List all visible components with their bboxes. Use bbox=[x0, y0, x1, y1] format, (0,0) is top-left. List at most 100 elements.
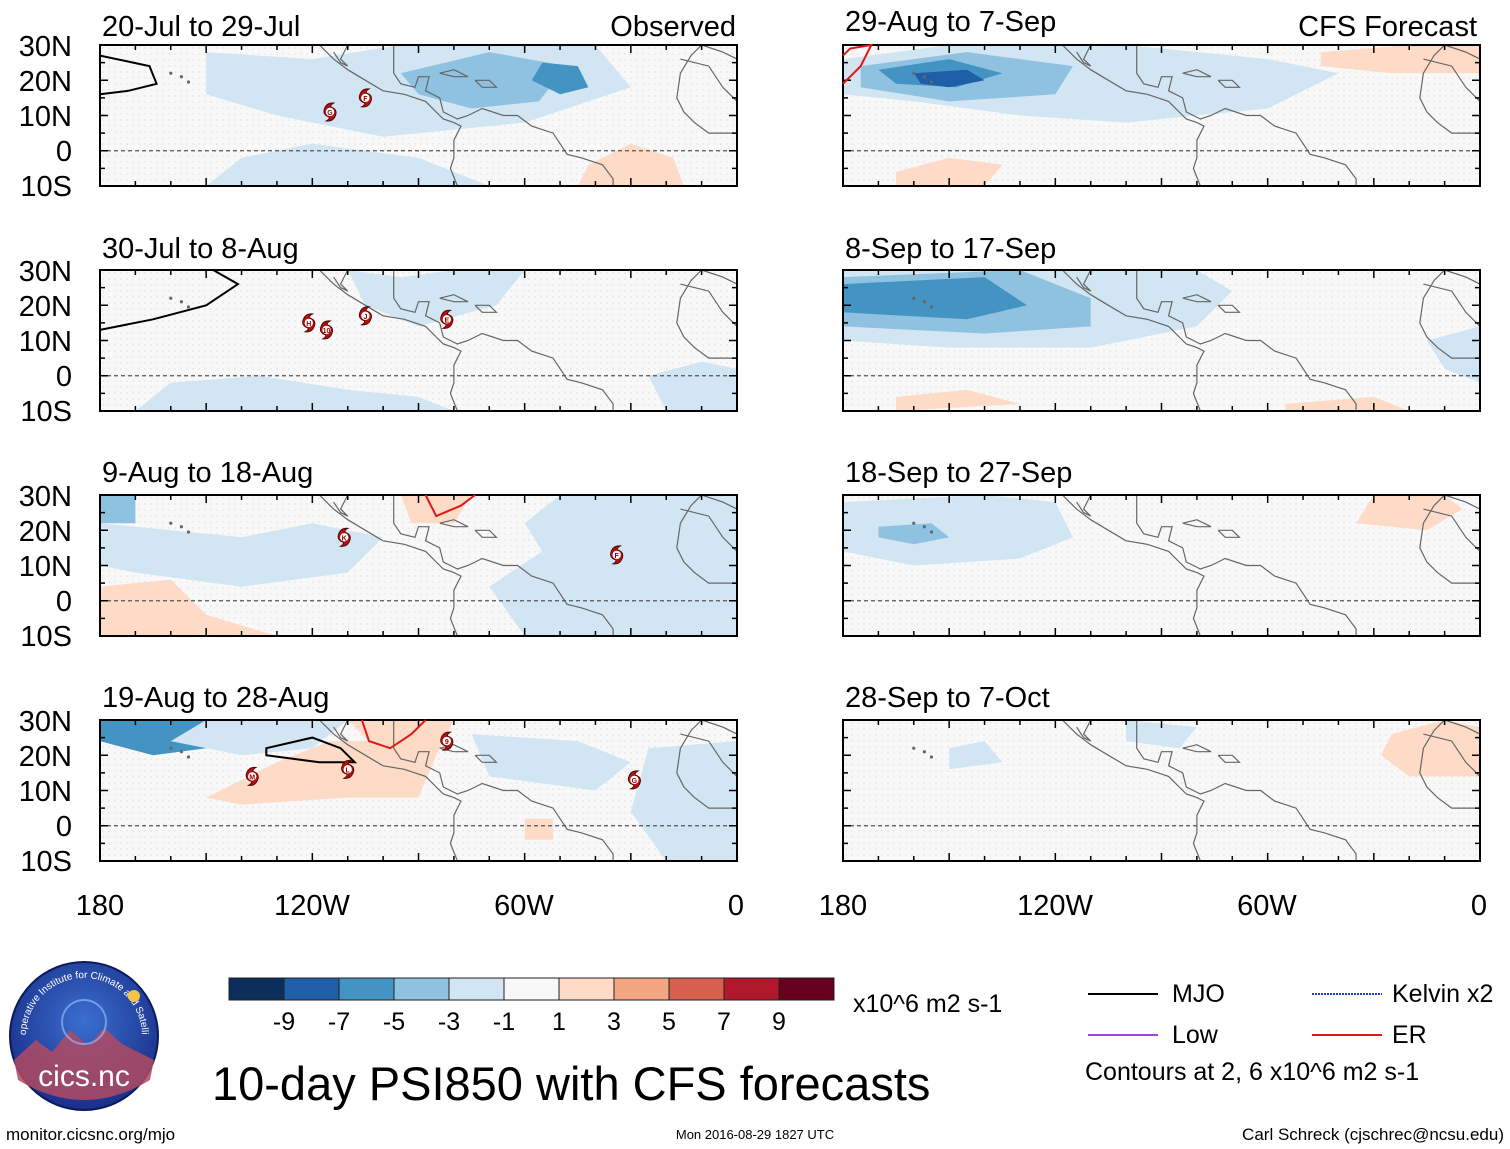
lat-label: 10N bbox=[19, 326, 72, 358]
lon-label: 60W bbox=[1237, 890, 1297, 922]
island-dot bbox=[922, 300, 926, 304]
map-panel: M L 9 G bbox=[99, 719, 738, 862]
lat-label: 0 bbox=[56, 136, 72, 168]
island-dot bbox=[169, 746, 173, 750]
anomaly-region bbox=[896, 157, 1003, 186]
coastline bbox=[333, 494, 349, 517]
legend-label-kelvin: Kelvin x2 bbox=[1392, 980, 1493, 1008]
coastline bbox=[701, 44, 738, 60]
coastline bbox=[474, 79, 498, 88]
anomaly-region bbox=[347, 720, 454, 756]
lat-label: 10N bbox=[19, 551, 72, 583]
panel-title-l2: 9-Aug to 18-Aug bbox=[102, 457, 313, 489]
colorbar-tick-label: -7 bbox=[328, 1008, 350, 1036]
tick-marks bbox=[842, 44, 1481, 187]
storm-label: 9 bbox=[445, 739, 449, 746]
coastline bbox=[333, 719, 349, 742]
coastline bbox=[1423, 733, 1481, 777]
lat-label: 20N bbox=[19, 291, 72, 323]
coastline bbox=[1444, 269, 1481, 285]
coastline bbox=[333, 269, 349, 292]
colorbar-tick-label: 7 bbox=[717, 1008, 731, 1036]
coastline bbox=[1076, 719, 1092, 742]
lon-label: 0 bbox=[728, 890, 744, 922]
colorbar-tick-label: 3 bbox=[607, 1008, 621, 1036]
tick-marks bbox=[842, 719, 1481, 862]
right-panel-titles: 29-Aug to 7-Sep 8-Sep to 17-Sep 18-Sep t… bbox=[845, 6, 1477, 714]
mjo-contour bbox=[99, 269, 240, 331]
map-panel: H 10 J E bbox=[99, 269, 738, 412]
colorbar-tick-label: -3 bbox=[438, 1008, 460, 1036]
lon-label: 60W bbox=[494, 890, 554, 922]
colorbar-swatch bbox=[503, 977, 560, 1001]
lat-labels-row-3: 30N 20N 10N 0 10S bbox=[19, 706, 72, 878]
shading-layer bbox=[843, 495, 1463, 566]
shading-layer bbox=[843, 45, 1480, 186]
lat-label: 10S bbox=[20, 171, 72, 203]
anomaly-region bbox=[577, 143, 684, 186]
shading-layer bbox=[949, 720, 1480, 777]
coastline bbox=[1444, 494, 1481, 510]
lat-labels: 30N 20N 10N 0 10S 30N 20N 10N 0 10S 30N … bbox=[19, 31, 72, 878]
shading-layer bbox=[135, 270, 737, 411]
panel-title-l0: 20-Jul to 29-Jul bbox=[102, 11, 300, 43]
anomaly-region bbox=[531, 62, 589, 95]
anomaly-region bbox=[648, 361, 737, 411]
colorbar-tick-label: -1 bbox=[493, 1008, 515, 1036]
map-panel bbox=[842, 719, 1481, 862]
lat-label: 10S bbox=[20, 846, 72, 878]
map-panel bbox=[842, 494, 1481, 637]
storm-marker: F bbox=[610, 545, 624, 565]
colorbar-tick-label: 5 bbox=[662, 1008, 676, 1036]
lat-label: 10N bbox=[19, 101, 72, 133]
coastline bbox=[439, 294, 469, 303]
shading-layer bbox=[843, 270, 1480, 411]
tick-marks bbox=[842, 269, 1481, 412]
lat-label: 10S bbox=[20, 621, 72, 653]
coastline bbox=[333, 44, 349, 67]
storm-label: G bbox=[632, 778, 638, 785]
anomaly-region bbox=[1320, 45, 1480, 74]
colorbar-units: x10^6 m2 s-1 bbox=[853, 990, 1002, 1018]
storm-label: F bbox=[615, 553, 620, 560]
storm-label: M bbox=[249, 774, 255, 781]
lon-label: 120W bbox=[274, 890, 350, 922]
coastline bbox=[701, 494, 738, 510]
coastline bbox=[676, 494, 737, 584]
coastline-layer bbox=[169, 269, 738, 412]
lat-label: 30N bbox=[19, 481, 72, 513]
logo-text: cics.nc bbox=[38, 1060, 130, 1093]
storm-marker: G bbox=[627, 770, 641, 790]
anomaly-region bbox=[135, 375, 454, 411]
coastline-layer bbox=[169, 494, 738, 637]
lon-label: 180 bbox=[76, 890, 124, 922]
map-panel bbox=[842, 43, 1481, 187]
mjo-contour bbox=[99, 54, 158, 96]
panel-title-r3: 28-Sep to 7-Oct bbox=[845, 682, 1050, 714]
colorbar-swatch bbox=[723, 977, 780, 1001]
legend-label-low: Low bbox=[1172, 1021, 1219, 1049]
storm-marker: L bbox=[341, 759, 355, 779]
island-dot bbox=[929, 530, 934, 534]
anomaly-region bbox=[100, 720, 207, 756]
lat-labels-row-0: 30N 20N 10N 0 10S bbox=[19, 31, 72, 203]
coastline bbox=[1423, 283, 1481, 327]
anomaly-region bbox=[100, 495, 136, 524]
coastline bbox=[1037, 269, 1205, 412]
coastline bbox=[1217, 79, 1241, 88]
coastline-layer bbox=[912, 44, 1481, 187]
storm-label: K bbox=[342, 535, 347, 542]
lat-label: 30N bbox=[19, 256, 72, 288]
island-dot bbox=[929, 755, 934, 759]
coastline bbox=[294, 44, 462, 187]
figure-title: 10-day PSI850 with CFS forecasts bbox=[212, 1057, 930, 1110]
coastline bbox=[1444, 44, 1481, 60]
lat-label: 20N bbox=[19, 741, 72, 773]
lat-label: 30N bbox=[19, 31, 72, 63]
anomaly-region bbox=[630, 741, 737, 861]
coastline bbox=[1076, 44, 1092, 67]
coastline bbox=[1136, 495, 1357, 636]
coastline bbox=[1182, 69, 1212, 78]
colorbar-tick-label: -5 bbox=[383, 1008, 405, 1036]
